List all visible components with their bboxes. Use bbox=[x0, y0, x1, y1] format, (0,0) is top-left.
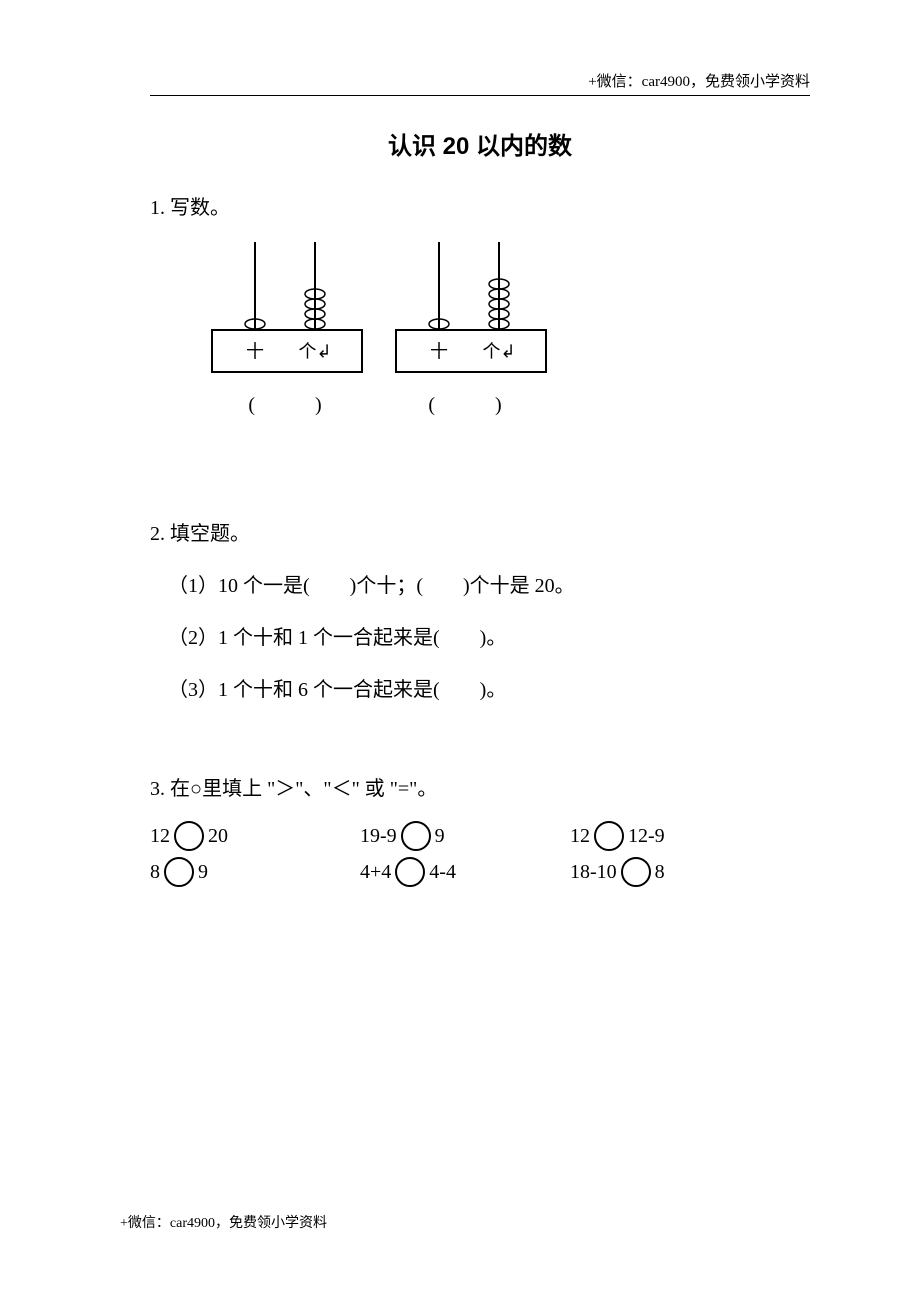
q3-block: 122019-991212-9894+44-418-108 bbox=[150, 821, 810, 887]
cmp-left: 19-9 bbox=[360, 825, 397, 848]
cmp-right: 20 bbox=[208, 825, 228, 848]
q2-item: （3）1 个十和 6 个一合起来是( )。 bbox=[168, 670, 810, 710]
cmp-right: 12-9 bbox=[628, 825, 665, 848]
page-title: 认识 20 以内的数 bbox=[150, 126, 810, 161]
compare-circle[interactable] bbox=[401, 821, 431, 851]
q2-item: （2）1 个十和 1 个一合起来是( )。 bbox=[168, 618, 810, 658]
svg-text:十: 十 bbox=[430, 341, 448, 361]
cmp-right: 8 bbox=[655, 861, 665, 884]
answer-blank[interactable]: ( ) bbox=[210, 388, 360, 417]
q1-prompt: 1. 写数。 bbox=[150, 191, 810, 220]
cmp-left: 18-10 bbox=[570, 861, 617, 884]
compare-circle[interactable] bbox=[621, 857, 651, 887]
svg-text:十: 十 bbox=[246, 341, 264, 361]
compare-row: 12 20 19-9 9 12 12-9 bbox=[150, 821, 810, 851]
cmp-left: 12 bbox=[150, 825, 170, 848]
q2-item: （1）10 个一是( )个十；( )个十是 20。 bbox=[168, 566, 810, 606]
compare-item: 4+4 4-4 bbox=[360, 857, 530, 887]
compare-circle[interactable] bbox=[594, 821, 624, 851]
compare-item: 89 bbox=[150, 857, 320, 887]
cmp-left: 4+4 bbox=[360, 861, 391, 884]
compare-item: 19-9 9 bbox=[360, 821, 530, 851]
compare-circle[interactable] bbox=[174, 821, 204, 851]
compare-circle[interactable] bbox=[395, 857, 425, 887]
answer-blank[interactable]: ( ) bbox=[390, 388, 540, 417]
cmp-right: 9 bbox=[198, 861, 208, 884]
abacus: 十 个↲ bbox=[210, 240, 364, 378]
compare-item: 12 12-9 bbox=[570, 821, 740, 851]
q3-prompt: 3. 在○里填上 "＞"、"＜" 或 "="。 bbox=[150, 772, 810, 801]
compare-item: 18-10 8 bbox=[570, 857, 740, 887]
cmp-right: 9 bbox=[435, 825, 445, 848]
abacus-row: 十 个↲ 十 个↲ bbox=[210, 240, 810, 378]
cmp-left: 12 bbox=[570, 825, 590, 848]
compare-circle[interactable] bbox=[164, 857, 194, 887]
page-footer: +微信：car4900，免费领小学资料 bbox=[120, 1212, 327, 1232]
svg-text:个↲: 个↲ bbox=[482, 341, 515, 361]
abacus: 十 个↲ bbox=[394, 240, 548, 378]
svg-text:个↲: 个↲ bbox=[298, 341, 331, 361]
abacus-svg: 十 个↲ bbox=[394, 240, 548, 378]
q2-prompt: 2. 填空题。 bbox=[150, 517, 810, 546]
compare-item: 12 20 bbox=[150, 821, 320, 851]
page-header: +微信：car4900，免费领小学资料 bbox=[150, 70, 810, 96]
compare-row: 894+44-418-108 bbox=[150, 857, 810, 887]
cmp-left: 8 bbox=[150, 861, 160, 884]
abacus-svg: 十 个↲ bbox=[210, 240, 364, 378]
q1-answers: ( ) ( ) bbox=[210, 388, 810, 417]
cmp-right: 4-4 bbox=[429, 861, 456, 884]
